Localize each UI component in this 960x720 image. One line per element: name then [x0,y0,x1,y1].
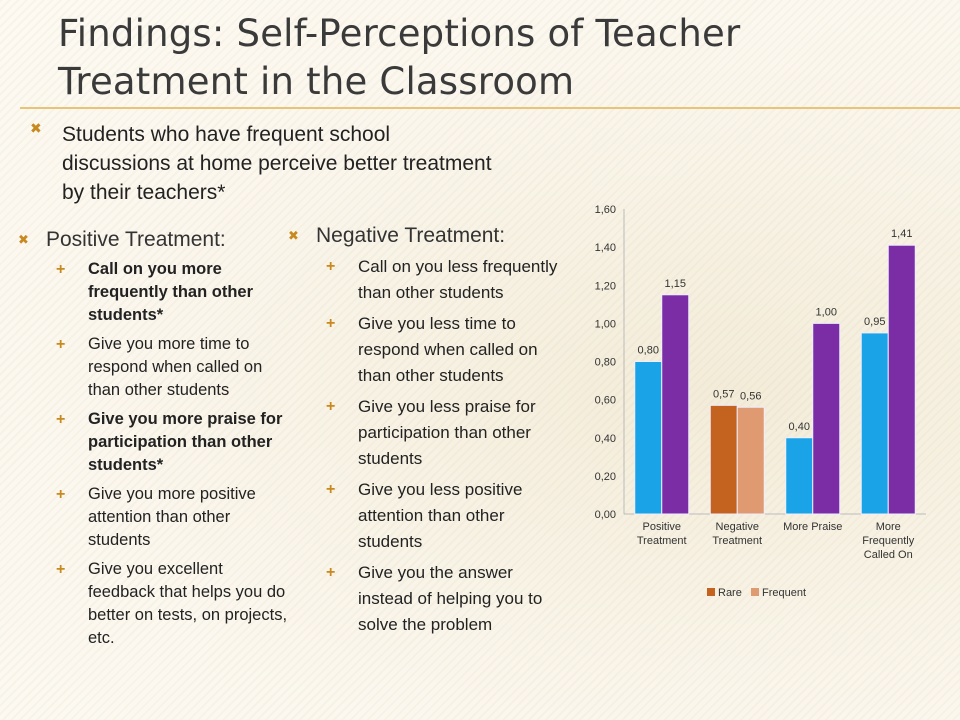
x-bullet-icon: ✖ [30,120,42,136]
bar-frequent [736,406,765,515]
list-item-text: Give you excellent feedback that helps y… [88,560,288,647]
plus-bullet-icon: + [326,258,336,275]
x-category-label: Negative Treatment [712,521,762,547]
negative-treatment-column: ✖ Negative Treatment: + Call on you less … [288,224,558,643]
bar-frequent [661,294,690,515]
x-bullet-icon: ✖ [288,228,299,243]
bar-rare [709,404,738,515]
y-tick-label: 0,80 [595,357,616,369]
data-label: 1,41 [891,228,912,240]
y-tick-label: 1,60 [595,204,616,216]
x-category-label: More Frequently Called On [862,521,914,561]
list-item: + Call on you more frequently than other … [56,258,293,327]
y-tick-label: 0,00 [595,509,616,521]
data-label: 0,57 [713,388,734,400]
list-item-text: Give you less time to respond when calle… [358,314,538,385]
x-category-label: More Praise [783,521,842,533]
list-item: + Give you more time to respond when call… [56,333,293,402]
negative-treatment-list: + Call on you less frequently than other … [288,254,558,638]
data-label: 0,95 [864,316,885,328]
list-item: + Give you more praise for participation … [56,408,293,477]
title-underline [20,107,960,109]
plus-bullet-icon: + [56,411,66,428]
bar-chart-svg: 0,00 0,20 0,40 0,60 0,80 1,00 1,20 1,40 1,60 0,80… [595,204,926,599]
list-item: + Call on you less frequently than other … [326,254,558,306]
plus-bullet-icon: + [326,564,336,581]
y-tick-label: 0,60 [595,395,616,407]
list-item-text: Call on you less frequently than other s… [358,257,558,302]
bar-rare [860,332,889,515]
intro-bullet: ✖ Students who have frequent school disc… [30,120,500,204]
bar-rare [785,437,814,515]
list-item-text: Give you more time to respond when calle… [88,335,263,399]
list-item-text: Give you less positive attention than ot… [358,480,523,551]
intro-text: Students who have frequent school discus… [62,123,492,204]
list-item: + Give you less positive attention than o… [326,477,558,555]
plus-bullet-icon: + [326,315,336,332]
data-label: 1,15 [665,278,686,290]
data-label: 0,40 [789,421,810,433]
x-category-label: Positive Treatment [637,521,687,547]
list-item-text: Call on you more frequently than other s… [88,260,254,324]
plus-bullet-icon: + [326,398,336,415]
plus-bullet-icon: + [56,261,66,278]
positive-treatment-column: ✖ Positive Treatment: + Call on you more … [18,228,293,656]
positive-treatment-heading: Positive Treatment: [46,228,226,251]
list-item: + Give you less time to respond when call… [326,311,558,389]
negative-treatment-heading: Negative Treatment: [316,224,506,247]
legend-label-frequent: Frequent [762,587,806,599]
y-tick-label: 1,00 [595,318,616,330]
legend-label-rare: Rare [718,587,742,599]
legend-swatch-rare [707,588,715,596]
list-item-text: Give you more praise for participation t… [88,410,283,474]
list-item: + Give you less praise for participation … [326,394,558,472]
x-bullet-icon: ✖ [18,232,29,247]
bar-rare [634,361,663,515]
y-tick-label: 0,40 [595,433,616,445]
y-tick-label: 0,20 [595,471,616,483]
bar-chart: 0,00 0,20 0,40 0,60 0,80 1,00 1,20 1,40 1,60 0,80… [568,196,948,616]
plus-bullet-icon: + [56,336,66,353]
list-item: + Give you more positive attention than o… [56,483,293,552]
positive-treatment-list: + Call on you more frequently than other … [18,258,293,650]
plus-bullet-icon: + [56,561,66,578]
list-item: + Give you the answer instead of helping … [326,560,558,638]
list-item-text: Give you the answer instead of helping y… [358,563,543,634]
bar-frequent [812,322,841,515]
plus-bullet-icon: + [326,481,336,498]
list-item-text: Give you more positive attention than ot… [88,485,256,549]
slide-title: Findings: Self-Perceptions of Teacher Tr… [58,12,741,103]
list-item: + Give you excellent feedback that helps … [56,558,293,650]
negative-treatment-heading-row: ✖ Negative Treatment: [288,224,558,248]
y-tick-label: 1,40 [595,242,616,254]
plus-bullet-icon: + [56,486,66,503]
bar-frequent [887,244,916,515]
legend-swatch-frequent [751,588,759,596]
data-label: 1,00 [816,306,837,318]
data-label: 0,56 [740,390,761,402]
positive-treatment-heading-row: ✖ Positive Treatment: [18,228,293,252]
data-label: 0,80 [638,345,659,357]
y-tick-label: 1,20 [595,280,616,292]
list-item-text: Give you less praise for participation t… [358,397,536,468]
